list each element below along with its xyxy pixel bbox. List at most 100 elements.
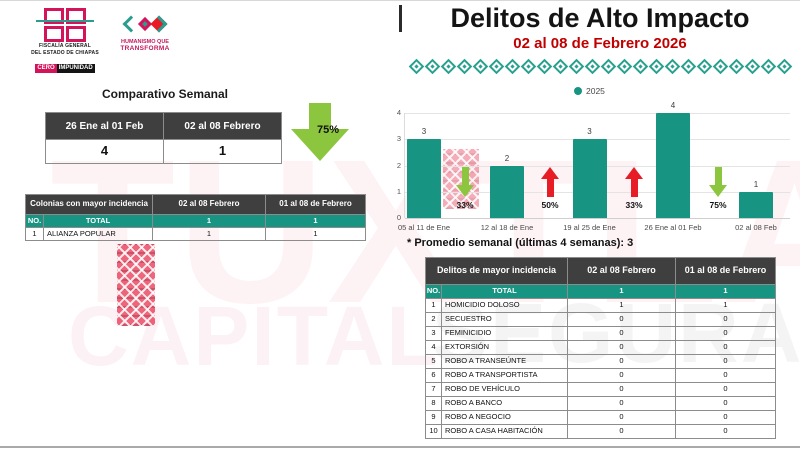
row-name: ALIANZA POPULAR xyxy=(43,227,153,241)
table-header-row: Colonias con mayor incidencia 02 al 08 F… xyxy=(25,194,366,215)
no-label: NO. xyxy=(425,284,442,299)
value-week-curr: 1 xyxy=(163,139,282,164)
row-name: ROBO A BANCO xyxy=(440,396,569,411)
row-number: 7 xyxy=(425,382,442,397)
heart-hands-icon xyxy=(110,11,180,37)
cero-impunidad-badge: CERO IMPUNIDAD xyxy=(35,63,95,73)
bar-3 xyxy=(572,139,607,218)
fge-chiapas-logo: FISCALÍA GENERAL DEL ESTADO DE CHIAPAS C… xyxy=(24,8,106,74)
value-week-prev: 4 xyxy=(45,139,164,164)
row-number: 2 xyxy=(425,312,442,327)
bar-5 xyxy=(739,191,773,218)
diamond-icon xyxy=(568,58,584,75)
diamond-icon xyxy=(632,58,648,75)
weekly-average-note: * Promedio semanal (últimas 4 semanas): … xyxy=(407,237,634,249)
row-number: 3 xyxy=(425,326,442,341)
badge-impunidad: IMPUNIDAD xyxy=(56,63,95,73)
row-value-2: 0 xyxy=(675,410,777,425)
row-number: 4 xyxy=(425,340,442,355)
decrease-arrow-icon: 75% xyxy=(701,167,735,210)
table-row: 7 ROBO DE VEHÍCULO 0 0 xyxy=(425,382,777,397)
row-number: 10 xyxy=(425,424,442,439)
row-name: ROBO A CASA HABITACIÓN xyxy=(440,424,569,439)
row-name: EXTORSIÓN xyxy=(440,340,569,355)
row-value-2: 0 xyxy=(675,312,777,327)
title-block: Delitos de Alto Impacto 02 al 08 de Febr… xyxy=(408,3,792,75)
humanismo-line1: HUMANISMO QUE xyxy=(121,39,169,45)
x-axis-tick-label: 12 al 18 de Ene xyxy=(480,223,534,232)
bar-4 xyxy=(656,113,690,218)
weekly-bar-chart: 2025 0 1 2 3 4 3 05 al 11 de Ene 2 12 al 18 de E… xyxy=(388,85,792,237)
bar-value-label: 4 xyxy=(670,101,676,110)
col-range: 01 al 08 de Febrero xyxy=(265,194,366,215)
y-axis xyxy=(404,113,405,218)
row-number: 5 xyxy=(425,354,442,369)
y-axis-tick-label: 1 xyxy=(396,186,401,196)
row-name: FEMINICIDIO xyxy=(440,326,569,341)
diamond-icon xyxy=(648,58,664,75)
bar-value-label: 2 xyxy=(504,153,510,163)
y-axis-tick-label: 3 xyxy=(396,134,401,144)
x-axis-tick-label: 02 al 08 Feb xyxy=(735,223,777,232)
row-value-2: 1 xyxy=(265,227,366,241)
change-percent: 75% xyxy=(709,200,727,210)
diamond-icon xyxy=(760,58,776,75)
diamond-icon xyxy=(536,58,552,75)
col-delitos: Delitos de mayor incidencia xyxy=(424,257,569,285)
gridline xyxy=(405,218,790,219)
fge-name-line2: DEL ESTADO DE CHIAPAS xyxy=(31,50,99,56)
header-divider xyxy=(399,5,402,32)
row-value-2: 0 xyxy=(675,340,777,355)
table-row: 1 ALIANZA POPULAR 1 1 xyxy=(25,227,366,241)
bar-value-label: 3 xyxy=(587,127,592,137)
diamond-icon xyxy=(408,58,424,75)
diamond-icon xyxy=(424,58,440,75)
row-number: 1 xyxy=(25,227,44,241)
diamond-icon xyxy=(472,58,488,75)
legend-label: 2025 xyxy=(586,86,605,96)
row-value-2: 0 xyxy=(675,326,777,341)
diamond-icon xyxy=(584,58,600,75)
row-name: HOMICIDIO DOLOSO xyxy=(440,298,569,313)
page-subtitle: 02 al 08 de Febrero 2026 xyxy=(513,35,687,53)
row-number: 8 xyxy=(425,396,442,411)
diamond-icon xyxy=(600,58,616,75)
comparativo-table: 26 Ene al 01 Feb 02 al 08 Febrero 4 1 xyxy=(45,112,282,164)
y-axis-tick-label: 0 xyxy=(396,213,401,222)
diamond-icon xyxy=(552,58,568,75)
diamond-icon xyxy=(440,58,456,75)
row-value-2: 1 xyxy=(675,298,777,313)
fge-pattern-icon xyxy=(24,8,106,42)
row-value-1: 0 xyxy=(567,410,677,425)
total-v1: 1 xyxy=(152,214,266,228)
row-value-2: 0 xyxy=(675,382,777,397)
row-name: ROBO A TRANSEÚNTE xyxy=(440,354,569,369)
y-axis-tick-label: 2 xyxy=(396,160,401,170)
total-v1: 1 xyxy=(567,284,677,299)
diamond-icon xyxy=(776,58,792,75)
y-axis-tick-label: 4 xyxy=(396,108,401,117)
row-value-1: 0 xyxy=(567,424,677,439)
table-header-row: 26 Ene al 01 Feb 02 al 08 Febrero xyxy=(45,112,282,140)
row-name: SECUESTRO xyxy=(440,312,569,327)
decrease-arrow-icon: 75% xyxy=(291,103,349,161)
col-week-curr: 02 al 08 Febrero xyxy=(152,194,266,215)
chart-legend: 2025 xyxy=(574,86,605,96)
humanismo-line2: TRANSFORMA xyxy=(120,45,170,52)
row-value-1: 0 xyxy=(567,312,677,327)
total-v2: 1 xyxy=(675,284,777,299)
table-row: 5 ROBO A TRANSEÚNTE 0 0 xyxy=(425,354,777,369)
col-week-curr: 02 al 08 Febrero xyxy=(163,112,282,140)
diamond-icon xyxy=(456,58,472,75)
bar-2 xyxy=(490,165,524,218)
col-week-curr: 02 al 08 Febrero xyxy=(567,257,677,285)
watermark-capital: CAPITAL xyxy=(68,289,440,383)
row-value-1: 0 xyxy=(567,326,677,341)
diamond-icon xyxy=(712,58,728,75)
change-percent: 33% xyxy=(456,200,474,210)
table-row: 2 SECUESTRO 0 0 xyxy=(425,312,777,327)
row-name: ROBO A TRANSPORTISTA xyxy=(440,368,569,383)
total-v2: 1 xyxy=(265,214,366,228)
total-label: TOTAL xyxy=(43,214,153,228)
